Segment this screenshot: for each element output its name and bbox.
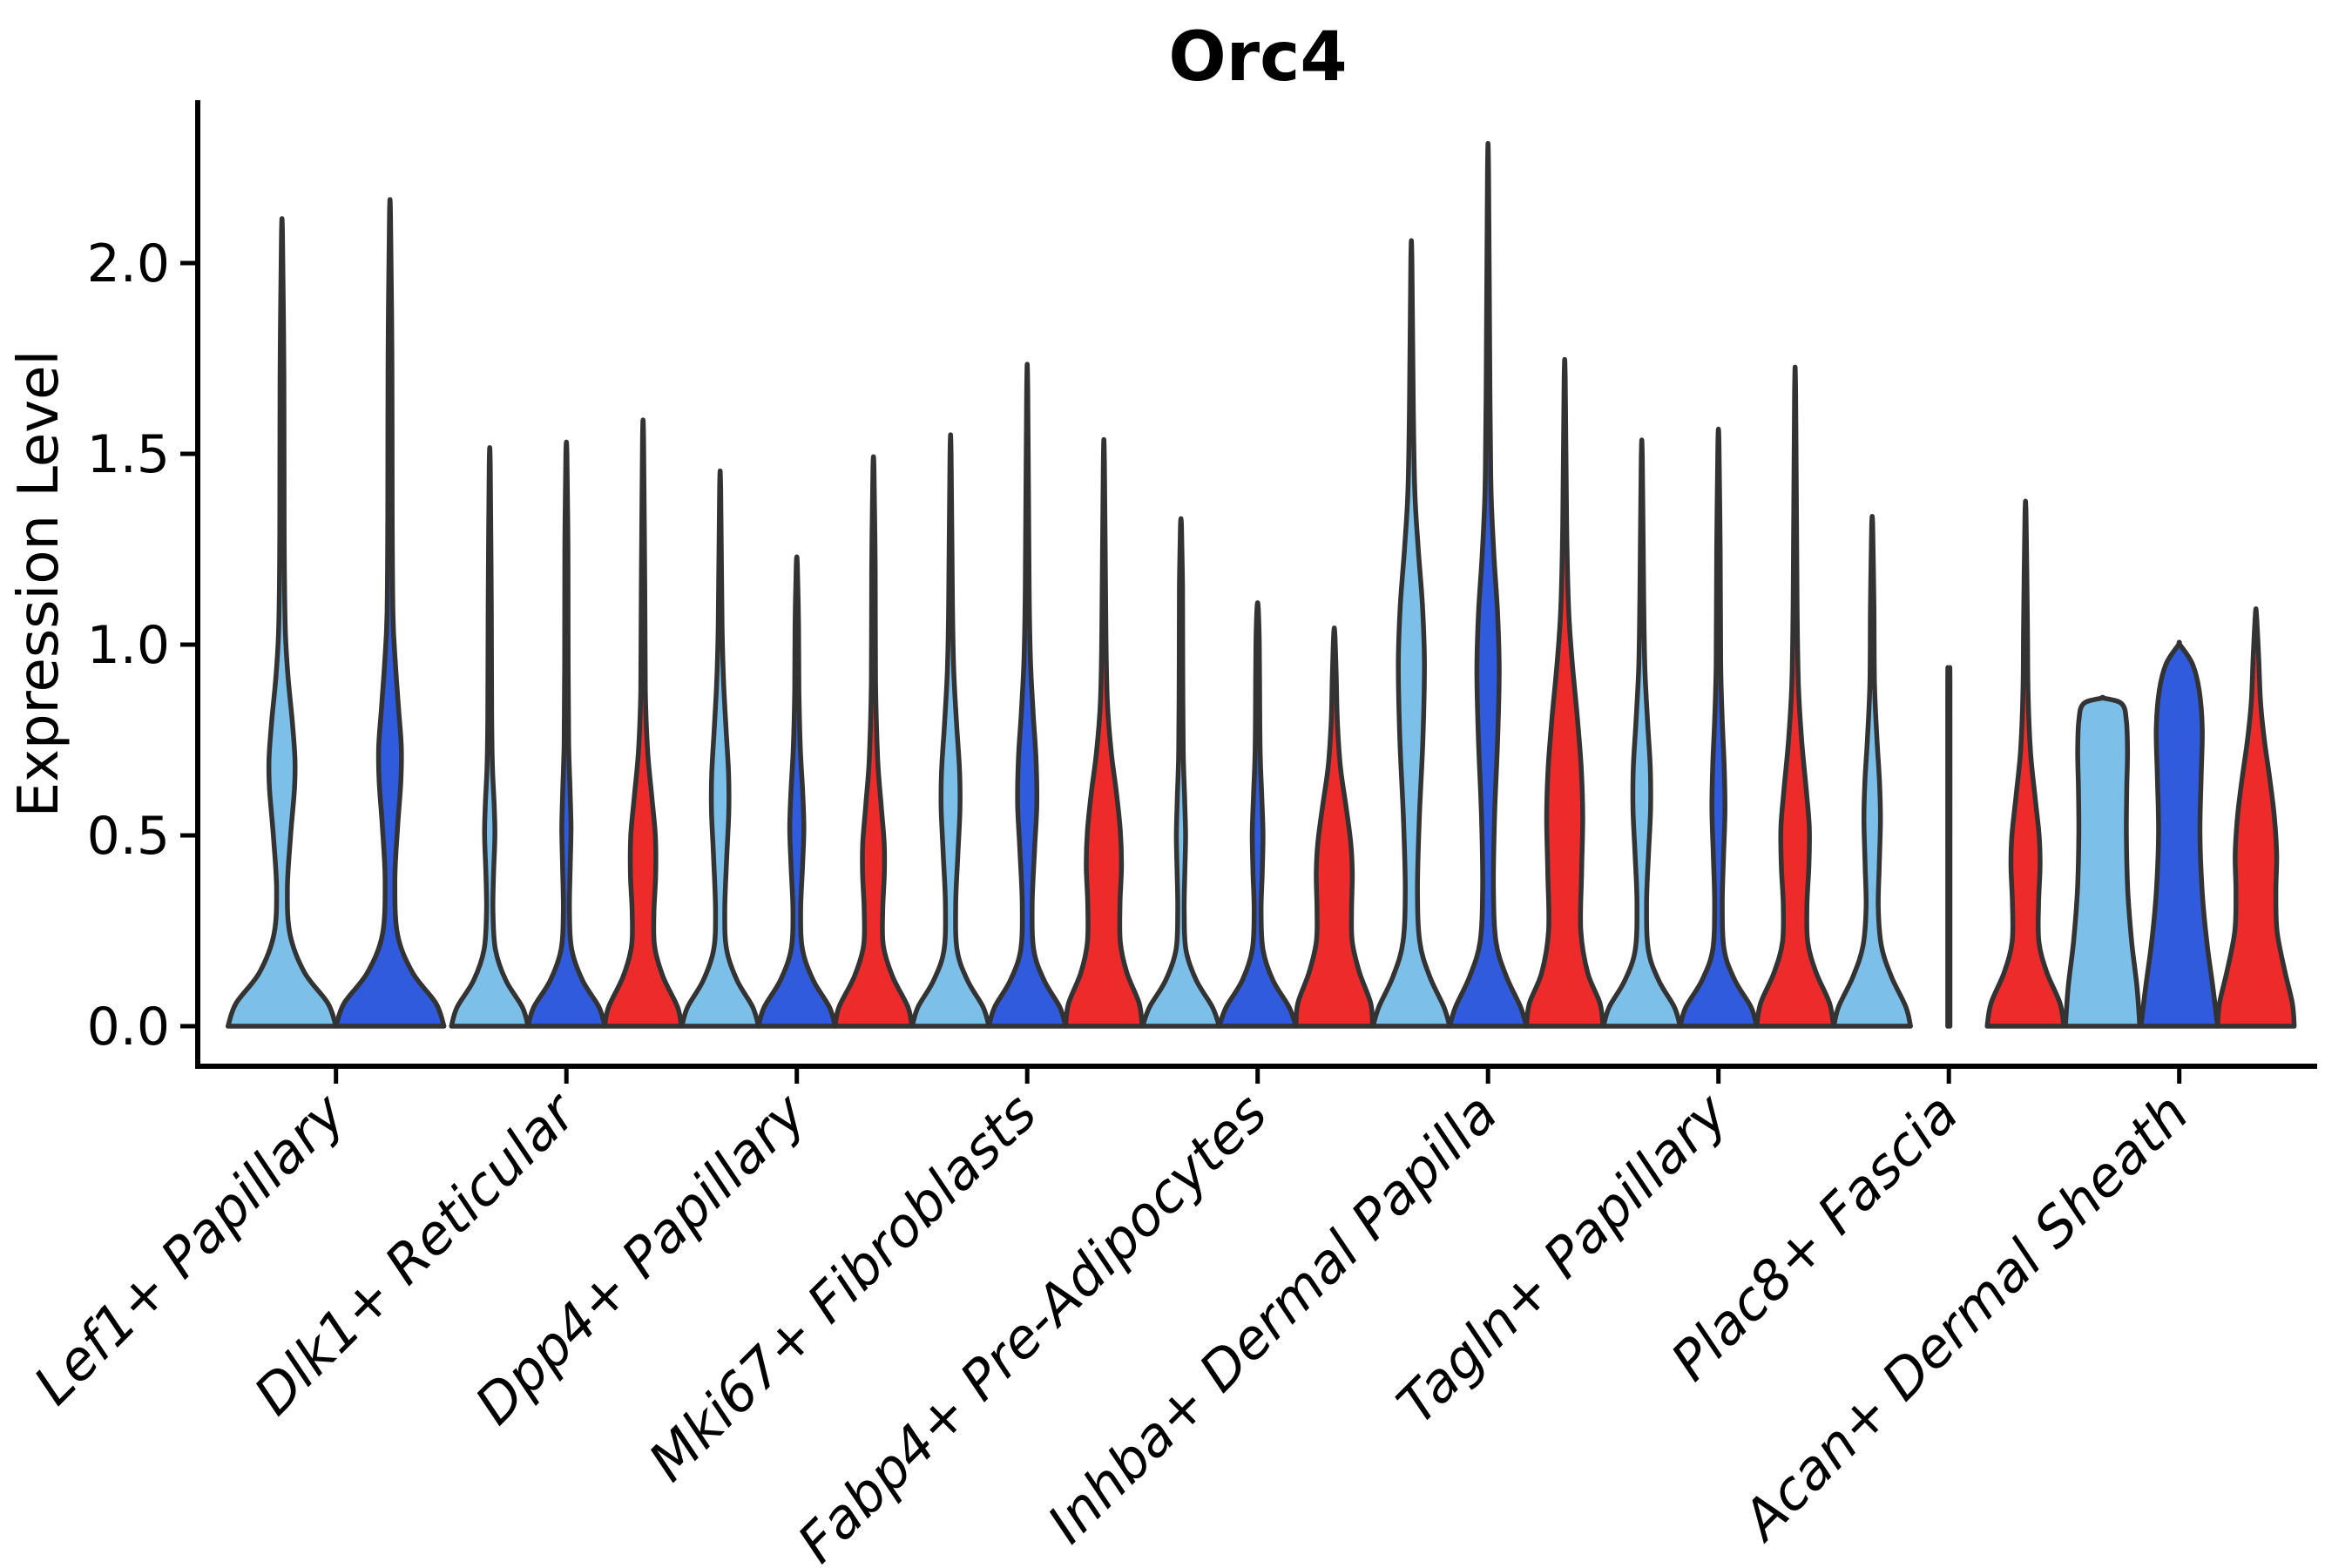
violin-dpp4-papillary-red xyxy=(832,454,915,1029)
violin-tagln-papillary-light-blue xyxy=(1600,437,1683,1029)
violin-dpp4-papillary-dark-blue xyxy=(755,554,838,1029)
violin-plac8-fascia-light-blue xyxy=(1831,513,1913,1029)
violin-acan-dermal-sheath-red xyxy=(2214,606,2297,1029)
violin-dlk1-reticular-dark-blue xyxy=(525,439,607,1029)
violin-tagln-papillary-dark-blue xyxy=(1677,426,1760,1029)
x-tick-label-fabp4-pre-adipocytes: Fabp4+ Pre-Adipocytes xyxy=(785,1081,1279,1568)
y-tick-label: 2.0 xyxy=(87,233,170,294)
violin-inhba-dermal-papilla-red xyxy=(1524,356,1605,1029)
violin-dlk1-reticular-light-blue xyxy=(449,445,531,1029)
y-tick-label: 0.5 xyxy=(87,806,170,867)
violin-mki67-fibroblasts-red xyxy=(1063,437,1145,1029)
violin-inhba-dermal-papilla-dark-blue xyxy=(1447,140,1529,1029)
violin-lef1-papillary-dark-blue xyxy=(333,197,447,1029)
violin-inhba-dermal-papilla-light-blue xyxy=(1370,238,1452,1029)
violin-lef1-papillary-light-blue xyxy=(225,216,339,1029)
y-tick-label: 1.0 xyxy=(87,615,170,676)
violins-layer xyxy=(225,140,2297,1029)
x-tick-label-acan-dermal-sheath: Acan+ Dermal Sheath xyxy=(1728,1081,2201,1554)
violin-plac8-fascia-dark-blue xyxy=(1945,665,1953,1029)
x-tick-label-mki67-fibroblasts: Mki67+ Fibroblasts xyxy=(637,1081,1049,1493)
violin-fabp4-pre-adipocytes-light-blue xyxy=(1139,516,1222,1029)
violin-mki67-fibroblasts-dark-blue xyxy=(986,362,1068,1029)
x-tick-label-inhba-dermal-papilla: Inhba+ Dermal Papilla xyxy=(1035,1081,1509,1555)
violin-mki67-fibroblasts-light-blue xyxy=(909,432,991,1029)
y-tick-label: 1.5 xyxy=(87,424,170,485)
violin-tagln-papillary-red xyxy=(1754,364,1836,1029)
plot-title: Orc4 xyxy=(1168,18,1347,97)
violin-acan-dermal-sheath-dark-blue xyxy=(2138,639,2220,1029)
violin-fabp4-pre-adipocytes-dark-blue xyxy=(1216,600,1299,1029)
violin-dlk1-reticular-red xyxy=(602,417,684,1029)
violin-plac8-fascia-red xyxy=(1984,498,2066,1029)
y-axis-label: Expression Level xyxy=(7,350,71,818)
violin-dpp4-papillary-light-blue xyxy=(679,468,761,1029)
violin-fabp4-pre-adipocytes-red xyxy=(1293,625,1375,1029)
violin-acan-dermal-sheath-light-blue xyxy=(2063,694,2143,1029)
y-tick-label: 0.0 xyxy=(87,997,170,1058)
